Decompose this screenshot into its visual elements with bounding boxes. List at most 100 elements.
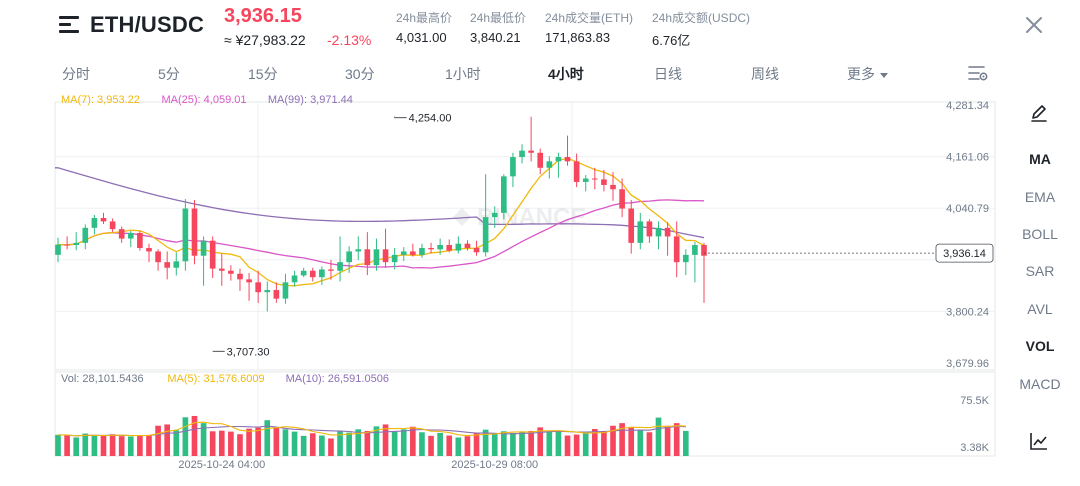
candle bbox=[437, 238, 443, 255]
candle bbox=[291, 270, 298, 287]
candle bbox=[400, 247, 407, 261]
candle bbox=[100, 212, 107, 224]
tab-time-share[interactable]: 分时 bbox=[62, 66, 90, 82]
watermark-text: BINANCE bbox=[477, 204, 586, 231]
indicator-sar[interactable]: SAR bbox=[1025, 263, 1055, 279]
tab-5m[interactable]: 5分 bbox=[158, 66, 180, 82]
candle-body bbox=[519, 150, 525, 158]
volume-bar bbox=[282, 429, 289, 456]
volume-tick-label: 3.38K bbox=[960, 442, 989, 454]
candle bbox=[692, 242, 698, 283]
candle-body bbox=[82, 227, 89, 243]
volume-bar bbox=[164, 424, 171, 456]
volume-bar bbox=[309, 433, 316, 456]
candle bbox=[546, 156, 553, 179]
candle bbox=[573, 153, 580, 188]
candle-body bbox=[237, 273, 243, 280]
chart-settings-icon[interactable] bbox=[968, 64, 988, 82]
tab-more[interactable]: 更多 bbox=[847, 64, 888, 84]
trend-chart-icon[interactable] bbox=[1029, 431, 1049, 451]
volume-bar bbox=[382, 424, 389, 456]
tab-4h[interactable]: 4小时 bbox=[548, 66, 584, 82]
volume-bar bbox=[601, 430, 607, 456]
candle bbox=[610, 172, 616, 201]
volume-bar bbox=[546, 430, 553, 456]
volume-bar bbox=[628, 427, 635, 456]
volume-bar bbox=[319, 435, 325, 456]
candle bbox=[446, 239, 453, 253]
candle-body bbox=[692, 245, 698, 255]
menu-icon[interactable] bbox=[59, 16, 79, 34]
candle-body bbox=[373, 249, 380, 266]
close-icon[interactable] bbox=[1024, 15, 1044, 35]
volume-bar bbox=[419, 432, 425, 456]
candle bbox=[528, 116, 534, 162]
stat-24h-high: 24h最高价 4,031.00 bbox=[396, 11, 453, 45]
price-axis: 4,281.34 4,161.06 4,040.79 3,800.24 3,679.96 bbox=[946, 100, 989, 370]
candle-body bbox=[410, 251, 416, 255]
candle-body bbox=[173, 261, 180, 268]
tab-more-label: 更多 bbox=[847, 66, 875, 82]
candle bbox=[491, 206, 498, 228]
candle-body bbox=[555, 157, 562, 162]
volume-bar bbox=[655, 417, 662, 456]
volume-bar bbox=[264, 420, 271, 456]
volume-legend-item: MA(10): 26,591.0506 bbox=[286, 373, 389, 385]
candle bbox=[309, 267, 316, 282]
time-tick-label: 2025-10-24 04:00 bbox=[178, 459, 265, 471]
tab-1h[interactable]: 1小时 bbox=[445, 66, 481, 82]
volume-bar bbox=[473, 432, 480, 456]
volume-bar bbox=[228, 431, 234, 456]
volume-bar bbox=[109, 434, 116, 456]
tab-30m[interactable]: 30分 bbox=[345, 66, 375, 82]
volume-bar bbox=[346, 432, 352, 456]
ma-legend-item: MA(7): 3,953.22 bbox=[61, 94, 140, 106]
candle-body bbox=[91, 217, 98, 228]
volume-bar bbox=[555, 431, 562, 456]
pen-icon[interactable] bbox=[1029, 103, 1049, 123]
price-tick-label: 3,679.96 bbox=[946, 358, 989, 370]
candle-body bbox=[428, 248, 434, 250]
candles bbox=[55, 116, 707, 312]
indicator-boll[interactable]: BOLL bbox=[1022, 226, 1058, 242]
indicator-ema[interactable]: EMA bbox=[1024, 189, 1056, 205]
candle-body bbox=[337, 262, 343, 271]
kline-chart[interactable]: 4,281.34 4,161.06 4,040.79 3,800.24 3,679.96… bbox=[0, 88, 1000, 486]
volume-bar bbox=[464, 436, 471, 456]
volume-bar bbox=[173, 430, 180, 456]
volume-bar bbox=[682, 430, 689, 456]
cny-price: ≈ ¥27,983.22 bbox=[224, 32, 306, 48]
indicator-ma[interactable]: MA bbox=[1029, 151, 1051, 167]
tab-15m[interactable]: 15分 bbox=[248, 66, 278, 82]
candle-body bbox=[701, 245, 707, 256]
volume-tick-label: 75.5K bbox=[960, 395, 989, 407]
volume-bar bbox=[291, 431, 298, 456]
indicator-macd[interactable]: MACD bbox=[1019, 376, 1061, 392]
volume-bar bbox=[646, 432, 653, 456]
candle-body bbox=[282, 282, 289, 299]
candle bbox=[473, 240, 480, 256]
tab-1d[interactable]: 日线 bbox=[654, 66, 682, 82]
trading-pair[interactable]: ETH/USDC bbox=[90, 12, 205, 37]
tab-1w[interactable]: 周线 bbox=[751, 66, 779, 82]
candle bbox=[664, 222, 671, 256]
chart-grid bbox=[54, 101, 996, 457]
volume-bar bbox=[255, 427, 261, 456]
candle bbox=[682, 249, 689, 276]
price-change-percent: -2.13% bbox=[327, 32, 372, 48]
indicator-avl[interactable]: AVL bbox=[1027, 301, 1053, 317]
indicator-panel: MA EMA BOLL SAR AVL VOL MACD bbox=[1000, 88, 1080, 486]
candle bbox=[82, 224, 89, 250]
candle-body bbox=[100, 217, 107, 222]
candle bbox=[510, 152, 516, 188]
candle bbox=[118, 226, 125, 243]
candle-body bbox=[382, 249, 389, 263]
volume-legend-item: MA(5): 31,576.6009 bbox=[167, 373, 264, 385]
caret-down-icon bbox=[880, 72, 888, 78]
low-price-annotation: 3,707.30 bbox=[212, 346, 270, 358]
stat-24h-low: 24h最低价 3,840.21 bbox=[470, 11, 527, 45]
candle-body bbox=[127, 232, 134, 239]
indicator-vol[interactable]: VOL bbox=[1025, 338, 1055, 354]
candle bbox=[246, 272, 252, 301]
candle-body bbox=[473, 248, 480, 253]
